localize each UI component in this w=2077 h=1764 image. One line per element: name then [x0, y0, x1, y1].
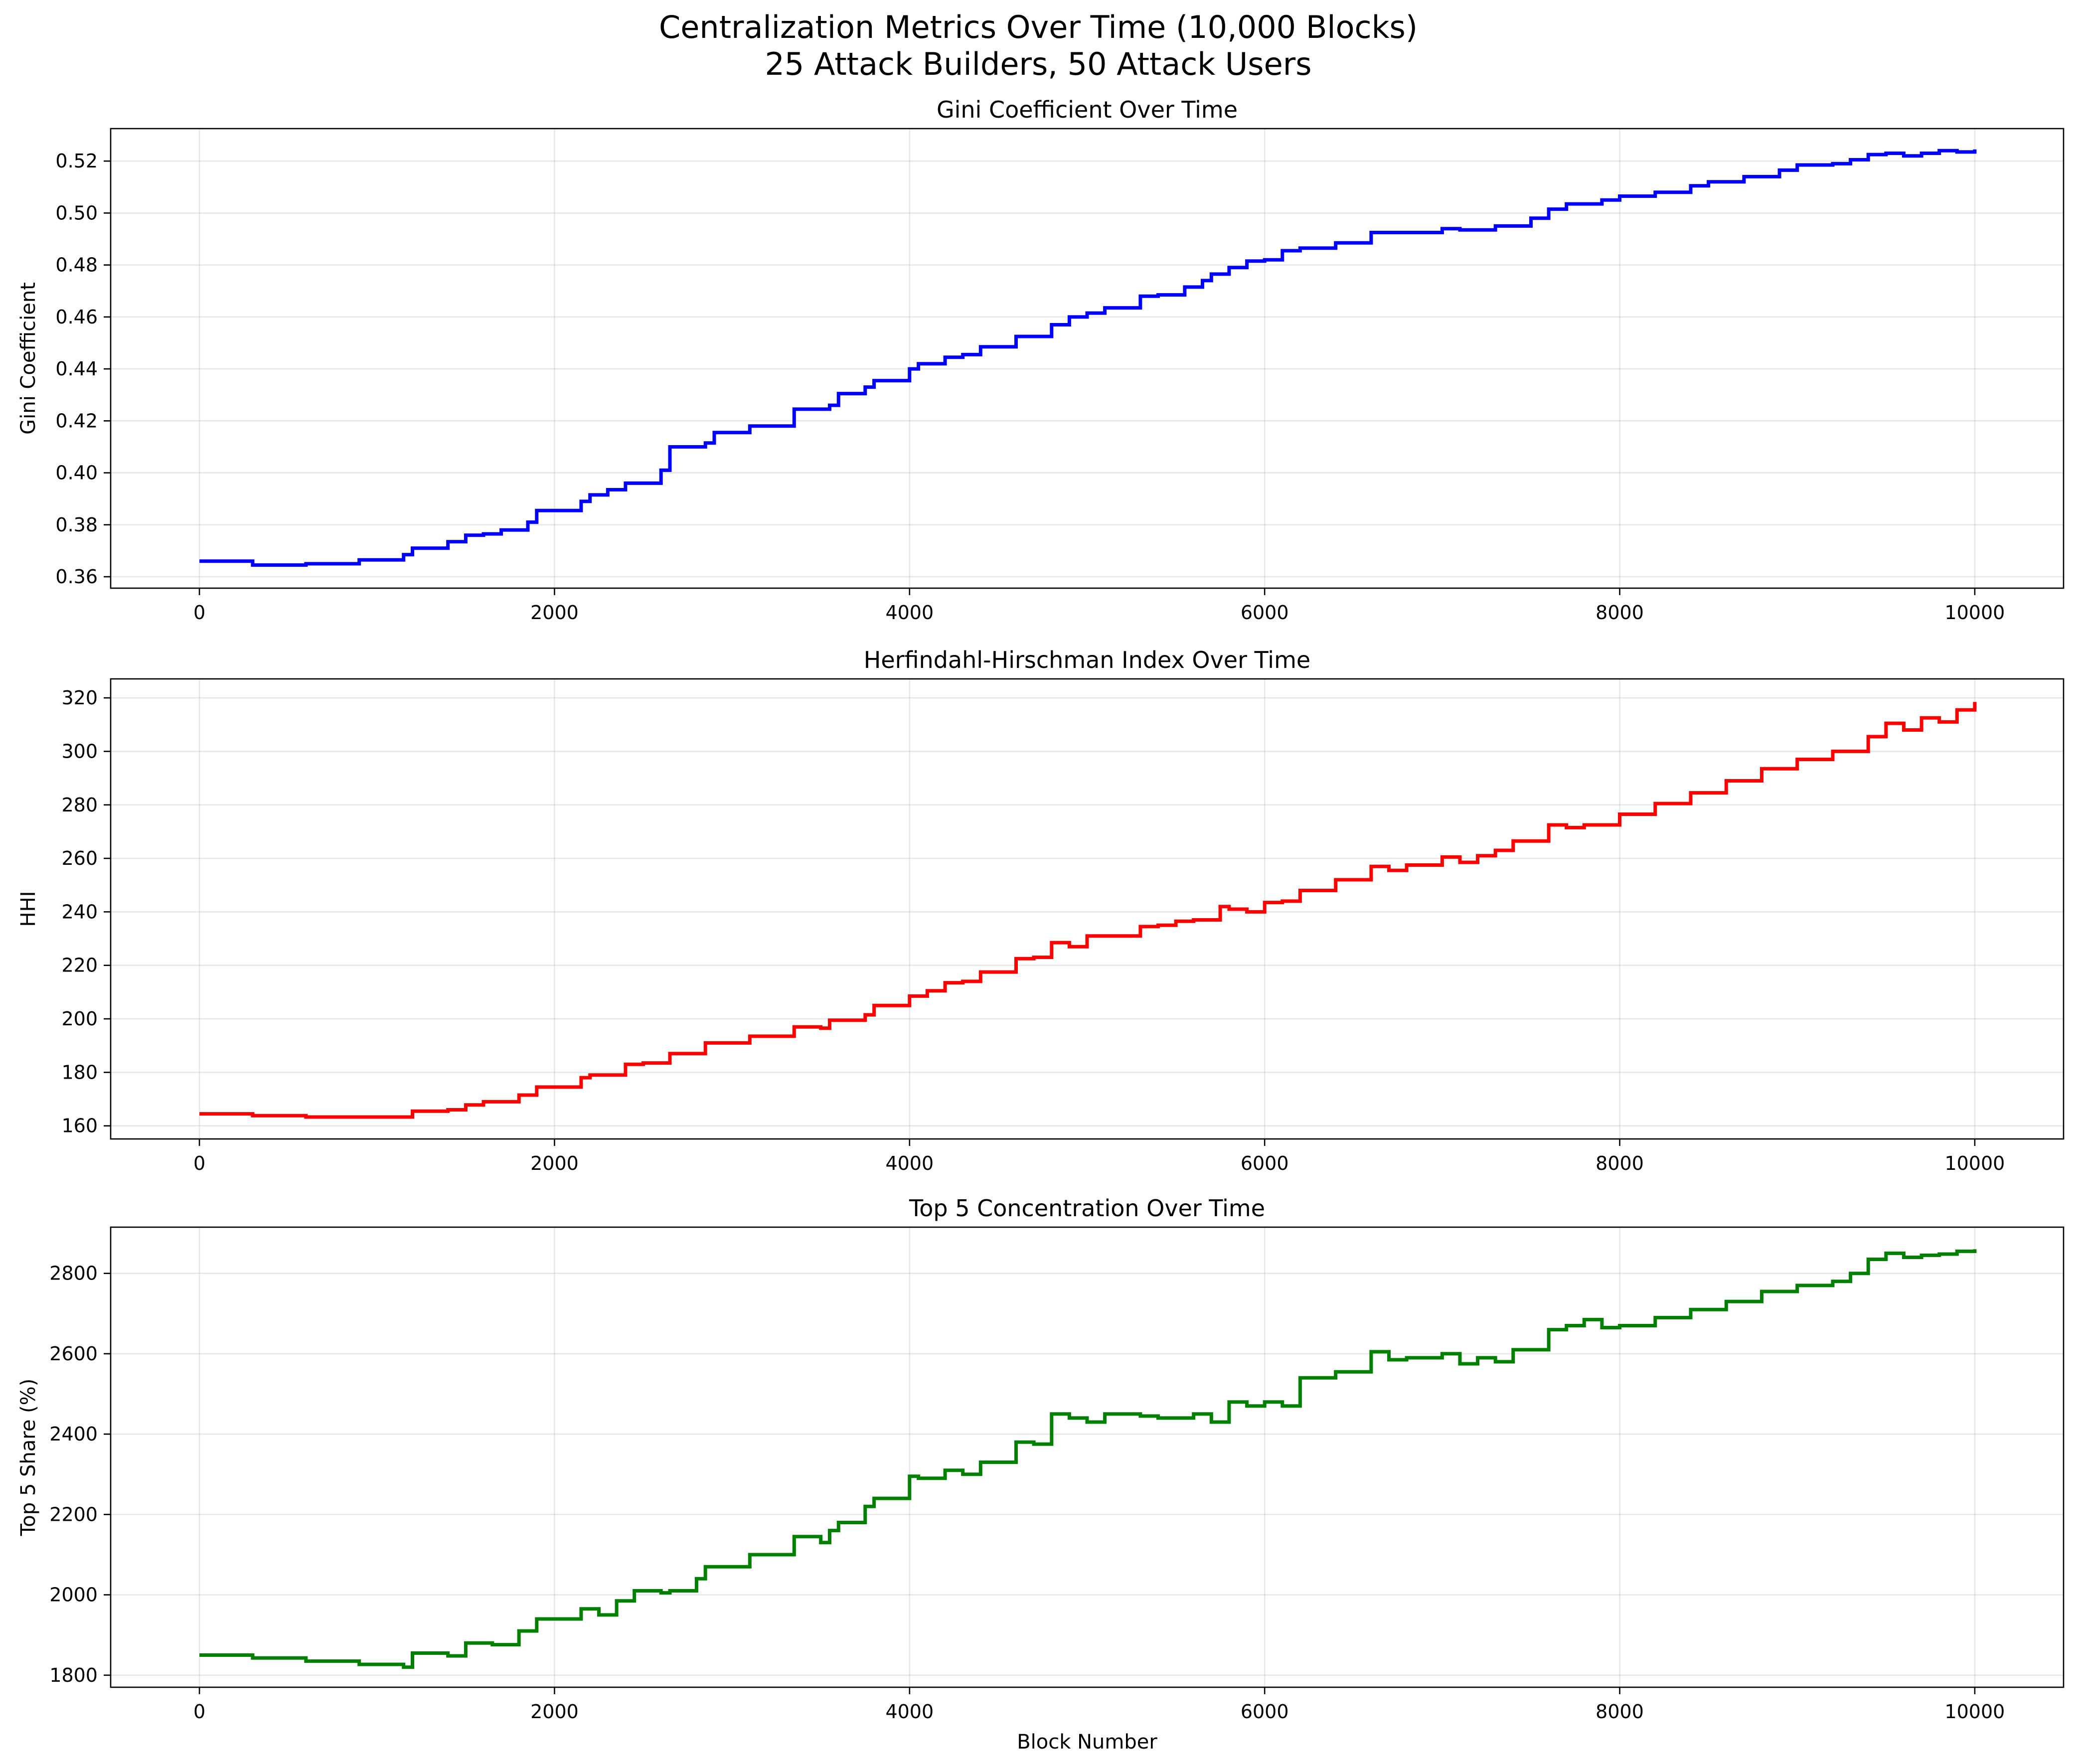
- chart2-ylabel: HHI: [17, 891, 40, 927]
- chart2-ytick-label: 300: [61, 740, 98, 762]
- figure-title-line1: Centralization Metrics Over Time (10,000…: [659, 9, 1418, 45]
- chart1-ytick-label: 0.40: [55, 462, 98, 484]
- chart1-axes-frame: [110, 128, 2065, 589]
- chart3-xtick-label: 10000: [1944, 1701, 2005, 1723]
- chart2-axes-frame: [110, 678, 2065, 1140]
- chart1-ytick-label: 0.36: [55, 566, 98, 588]
- chart2-ytick-label: 320: [61, 687, 98, 709]
- chart1-ytick-label: 0.44: [55, 358, 98, 380]
- chart3-ytick-label: 2600: [49, 1343, 98, 1365]
- chart2-ytick-label: 240: [61, 901, 98, 923]
- chart3-ytick-label: 1800: [49, 1664, 98, 1686]
- chart2-title: Herfindahl-Hirschman Index Over Time: [864, 646, 1310, 673]
- chart3-xlabel: Block Number: [1017, 1731, 1157, 1754]
- chart1-xtick-label: 10000: [1944, 602, 2005, 624]
- chart2-xtick-label: 8000: [1596, 1152, 1644, 1174]
- chart2-ytick-label: 160: [61, 1115, 98, 1137]
- chart3-xtick-label: 8000: [1596, 1701, 1644, 1723]
- chart2-ytick-label: 280: [61, 794, 98, 816]
- chart1-xtick-label: 8000: [1596, 602, 1644, 624]
- chart2-ytick-label: 220: [61, 955, 98, 976]
- chart2-xtick-label: 0: [193, 1152, 205, 1174]
- chart3-xtick-label: 4000: [885, 1701, 934, 1723]
- chart1-ytick-label: 0.42: [55, 410, 98, 432]
- chart3-xtick-label: 6000: [1241, 1701, 1289, 1723]
- figure-title-line2: 25 Attack Builders, 50 Attack Users: [765, 46, 1311, 82]
- chart3-ylabel: Top 5 Share (%): [17, 1379, 40, 1537]
- chart2-ytick-label: 200: [61, 1008, 98, 1030]
- chart1-ytick-label: 0.38: [55, 514, 98, 536]
- chart3-series-line: [199, 1249, 1977, 1669]
- chart1-ytick-label: 0.52: [55, 150, 98, 172]
- chart3-ytick-label: 2800: [49, 1263, 98, 1284]
- chart1-xtick-label: 4000: [885, 602, 934, 624]
- chart2-ytick-label: 260: [61, 847, 98, 869]
- chart2-xtick-label: 6000: [1241, 1152, 1289, 1174]
- chart3-ytick-label: 2200: [49, 1503, 98, 1525]
- chart3-xtick-label: 0: [193, 1701, 205, 1723]
- chart2-series-line: [199, 702, 1977, 1119]
- chart1-title: Gini Coefficient Over Time: [937, 96, 1238, 123]
- chart3-ytick-label: 2400: [49, 1423, 98, 1445]
- chart1-xtick-label: 0: [193, 602, 205, 624]
- chart3-axes-frame: [110, 1226, 2065, 1688]
- chart3-title: Top 5 Concentration Over Time: [909, 1195, 1265, 1222]
- chart3-ytick-label: 2000: [49, 1584, 98, 1606]
- chart2-xtick-label: 2000: [530, 1152, 579, 1174]
- chart2-ytick-label: 180: [61, 1061, 98, 1083]
- chart1-ytick-label: 0.46: [55, 306, 98, 328]
- chart2-xtick-label: 4000: [885, 1152, 934, 1174]
- chart1-xtick-label: 2000: [530, 602, 579, 624]
- chart1-xtick-label: 6000: [1241, 602, 1289, 624]
- chart2-xtick-label: 10000: [1944, 1152, 2005, 1174]
- chart1-ytick-label: 0.50: [55, 202, 98, 224]
- chart3-xtick-label: 2000: [530, 1701, 579, 1723]
- chart1-ylabel: Gini Coefficient: [17, 282, 40, 435]
- chart1-ytick-label: 0.48: [55, 254, 98, 276]
- chart1-series-line: [199, 149, 1977, 567]
